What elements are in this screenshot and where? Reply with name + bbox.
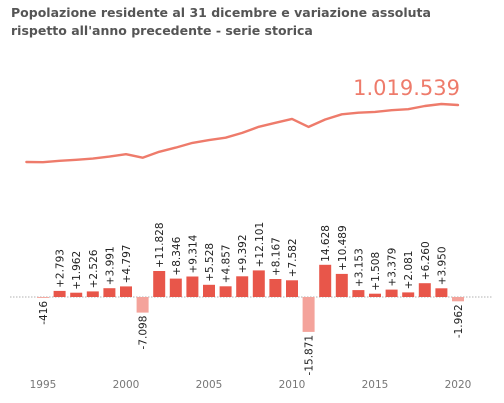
bar-label-2007: +9.392 xyxy=(237,234,249,273)
bar-1999 xyxy=(103,288,116,297)
bar-2014 xyxy=(352,290,365,297)
bar-1998 xyxy=(86,291,99,297)
bar-2001 xyxy=(136,297,149,313)
bar-label-2005: +5.528 xyxy=(204,243,216,282)
x-tick-2000: 2000 xyxy=(113,379,140,391)
bar-label-2015: +1.508 xyxy=(370,252,382,291)
x-tick-2015: 2015 xyxy=(362,379,389,391)
bar-label-2019: +3.950 xyxy=(436,246,448,285)
bar-label-2002: +11.828 xyxy=(154,222,166,268)
bar-2017 xyxy=(402,292,415,297)
bar-2005 xyxy=(203,284,215,297)
bar-label-2008: +12.101 xyxy=(254,222,266,268)
variation-bar-chart: -416 +2.793 +1.962 +2.526 +3.991 +4.797 -7.098… xyxy=(10,222,492,376)
bar-1997 xyxy=(70,292,83,297)
x-tick-2020: 2020 xyxy=(445,379,472,391)
bar-label-2003: +8.346 xyxy=(171,236,183,275)
bar-2019 xyxy=(435,288,448,297)
bar-2020 xyxy=(452,297,464,302)
bar-label-2011: -15.871 xyxy=(304,335,316,376)
bar-2016 xyxy=(385,289,398,297)
bar-2002 xyxy=(153,271,166,297)
bar-2012 xyxy=(319,264,332,297)
bar-2010 xyxy=(286,280,298,297)
x-axis: 1995 2000 2005 2010 2015 2020 xyxy=(30,379,472,391)
bar-2015 xyxy=(369,293,381,297)
bar-1995 xyxy=(37,297,49,298)
bar-2003 xyxy=(169,278,182,297)
last-value-label: 1.019.539 xyxy=(353,76,460,100)
bar-2000 xyxy=(120,286,132,297)
bar-label-2009: +8.167 xyxy=(270,237,282,276)
bar-label-2013: +10.489 xyxy=(337,225,349,271)
bar-label-2006: +4.857 xyxy=(221,244,233,283)
bar-2011 xyxy=(302,297,315,332)
bar-2006 xyxy=(219,286,232,297)
bar-label-2020: -1.962 xyxy=(453,304,465,338)
bar-label-2004: +9.314 xyxy=(187,234,199,273)
bar-2013 xyxy=(335,273,348,297)
bar-label-1999: +3.991 xyxy=(104,246,116,285)
bar-label-1996: +2.793 xyxy=(55,249,67,288)
bar-2004 xyxy=(186,276,199,297)
bar-1996 xyxy=(53,290,66,297)
bar-label-2000: +4.797 xyxy=(121,245,133,284)
population-line-chart: 1.019.539 xyxy=(25,76,460,164)
bar-label-1995: -416 xyxy=(38,301,50,325)
chart-title: Popolazione residente al 31 dicembre e v… xyxy=(11,5,431,38)
bar-2009 xyxy=(269,279,282,297)
bar-label-2012: 14.628 xyxy=(320,225,332,262)
bar-2018 xyxy=(418,283,431,297)
bar-label-2014: +3.153 xyxy=(353,248,365,287)
x-tick-2005: 2005 xyxy=(196,379,223,391)
bar-label-1997: +1.962 xyxy=(71,251,83,290)
bar-label-2017: +2.081 xyxy=(403,251,415,290)
population-line xyxy=(25,102,460,164)
x-tick-2010: 2010 xyxy=(279,379,306,391)
bar-label-2010: +7.582 xyxy=(287,238,299,277)
bar-2008 xyxy=(252,270,265,297)
bar-label-1998: +2.526 xyxy=(88,249,100,288)
bar-label-2018: +6.260 xyxy=(420,241,432,280)
bar-2007 xyxy=(236,276,249,297)
bar-label-2016: +3.379 xyxy=(387,248,399,287)
x-tick-1995: 1995 xyxy=(30,379,57,391)
bar-label-2001: -7.098 xyxy=(138,316,150,350)
